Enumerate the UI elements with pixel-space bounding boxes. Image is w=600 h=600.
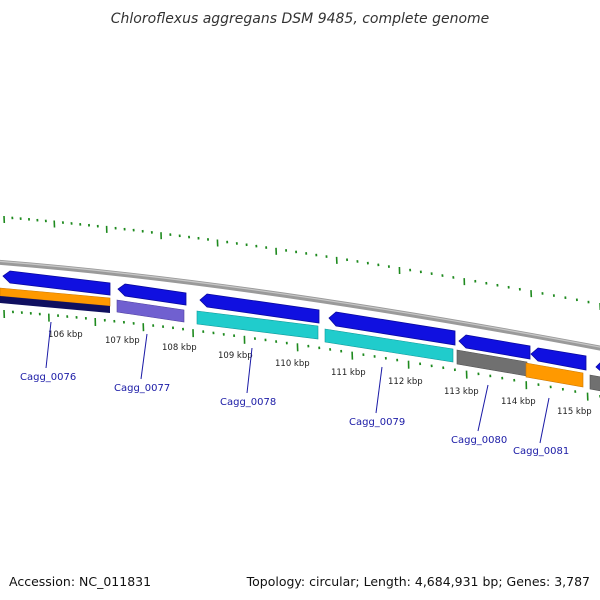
map-title: Chloroflexus aggregans DSM 9485, complet… xyxy=(111,11,490,27)
scale-label-110: 110 kbp xyxy=(275,359,310,369)
feature-cyan-cagg-0079[interactable] xyxy=(324,328,454,363)
scale-label-113: 113 kbp xyxy=(444,387,479,397)
scale-label-115: 115 kbp xyxy=(557,407,592,417)
gene-label-cagg-0077[interactable]: Cagg_0077 xyxy=(114,383,170,394)
gene-feature-cagg-0076[interactable] xyxy=(2,270,111,296)
scale-label-114: 114 kbp xyxy=(501,397,536,407)
leader-cagg-0081 xyxy=(539,397,550,444)
forward-strand-features xyxy=(2,270,600,374)
genome-backbone-highlight xyxy=(0,260,600,348)
genome-summary-text: Topology: circular; Length: 4,684,931 bp… xyxy=(246,574,590,589)
inner-features xyxy=(0,287,600,393)
leader-cagg-0076 xyxy=(45,321,52,369)
outer-tick-ring xyxy=(3,215,600,311)
scale-tick-ring xyxy=(3,309,600,401)
gene-label-cagg-0079[interactable]: Cagg_0079 xyxy=(349,417,405,428)
gene-feature-cagg-0078[interactable] xyxy=(199,293,320,324)
gene-label-cagg-0081[interactable]: Cagg_0081 xyxy=(513,446,569,457)
gene-feature-cagg-0077[interactable] xyxy=(117,283,187,306)
scale-label-111: 111 kbp xyxy=(331,368,366,378)
gene-feature-next[interactable] xyxy=(595,360,600,374)
scale-label-108: 108 kbp xyxy=(162,343,197,353)
leader-cagg-0077 xyxy=(140,333,148,380)
leader-cagg-0078 xyxy=(246,347,253,394)
feature-gray-next[interactable] xyxy=(589,374,600,393)
genome-backbone xyxy=(0,259,600,351)
feature-orange-cagg-0081[interactable] xyxy=(525,362,584,388)
feature-navy-cagg-0076[interactable] xyxy=(0,296,110,313)
gene-label-cagg-0080[interactable]: Cagg_0080 xyxy=(451,435,507,446)
gene-label-cagg-0076[interactable]: Cagg_0076 xyxy=(20,372,76,383)
gene-label-cagg-0078[interactable]: Cagg_0078 xyxy=(220,397,276,408)
leader-cagg-0080 xyxy=(477,384,489,432)
scale-labels: 106 kbp 107 kbp 108 kbp 109 kbp 110 kbp … xyxy=(48,330,592,417)
feature-purple-cagg-0077[interactable] xyxy=(116,299,185,323)
scale-label-106: 106 kbp xyxy=(48,330,83,340)
scale-label-107: 107 kbp xyxy=(105,336,140,346)
gene-feature-cagg-0081[interactable] xyxy=(530,347,587,371)
scale-label-112: 112 kbp xyxy=(388,377,423,387)
leader-cagg-0079 xyxy=(375,366,383,414)
gene-leader-lines xyxy=(45,321,550,444)
gene-labels: Cagg_0076 Cagg_0077 Cagg_0078 Cagg_0079 … xyxy=(20,372,569,457)
scale-label-109: 109 kbp xyxy=(218,351,253,361)
feature-cyan-cagg-0078[interactable] xyxy=(196,310,319,340)
accession-text: Accession: NC_011831 xyxy=(9,574,151,589)
gene-feature-cagg-0080[interactable] xyxy=(458,334,531,360)
gene-feature-cagg-0079[interactable] xyxy=(328,311,456,346)
